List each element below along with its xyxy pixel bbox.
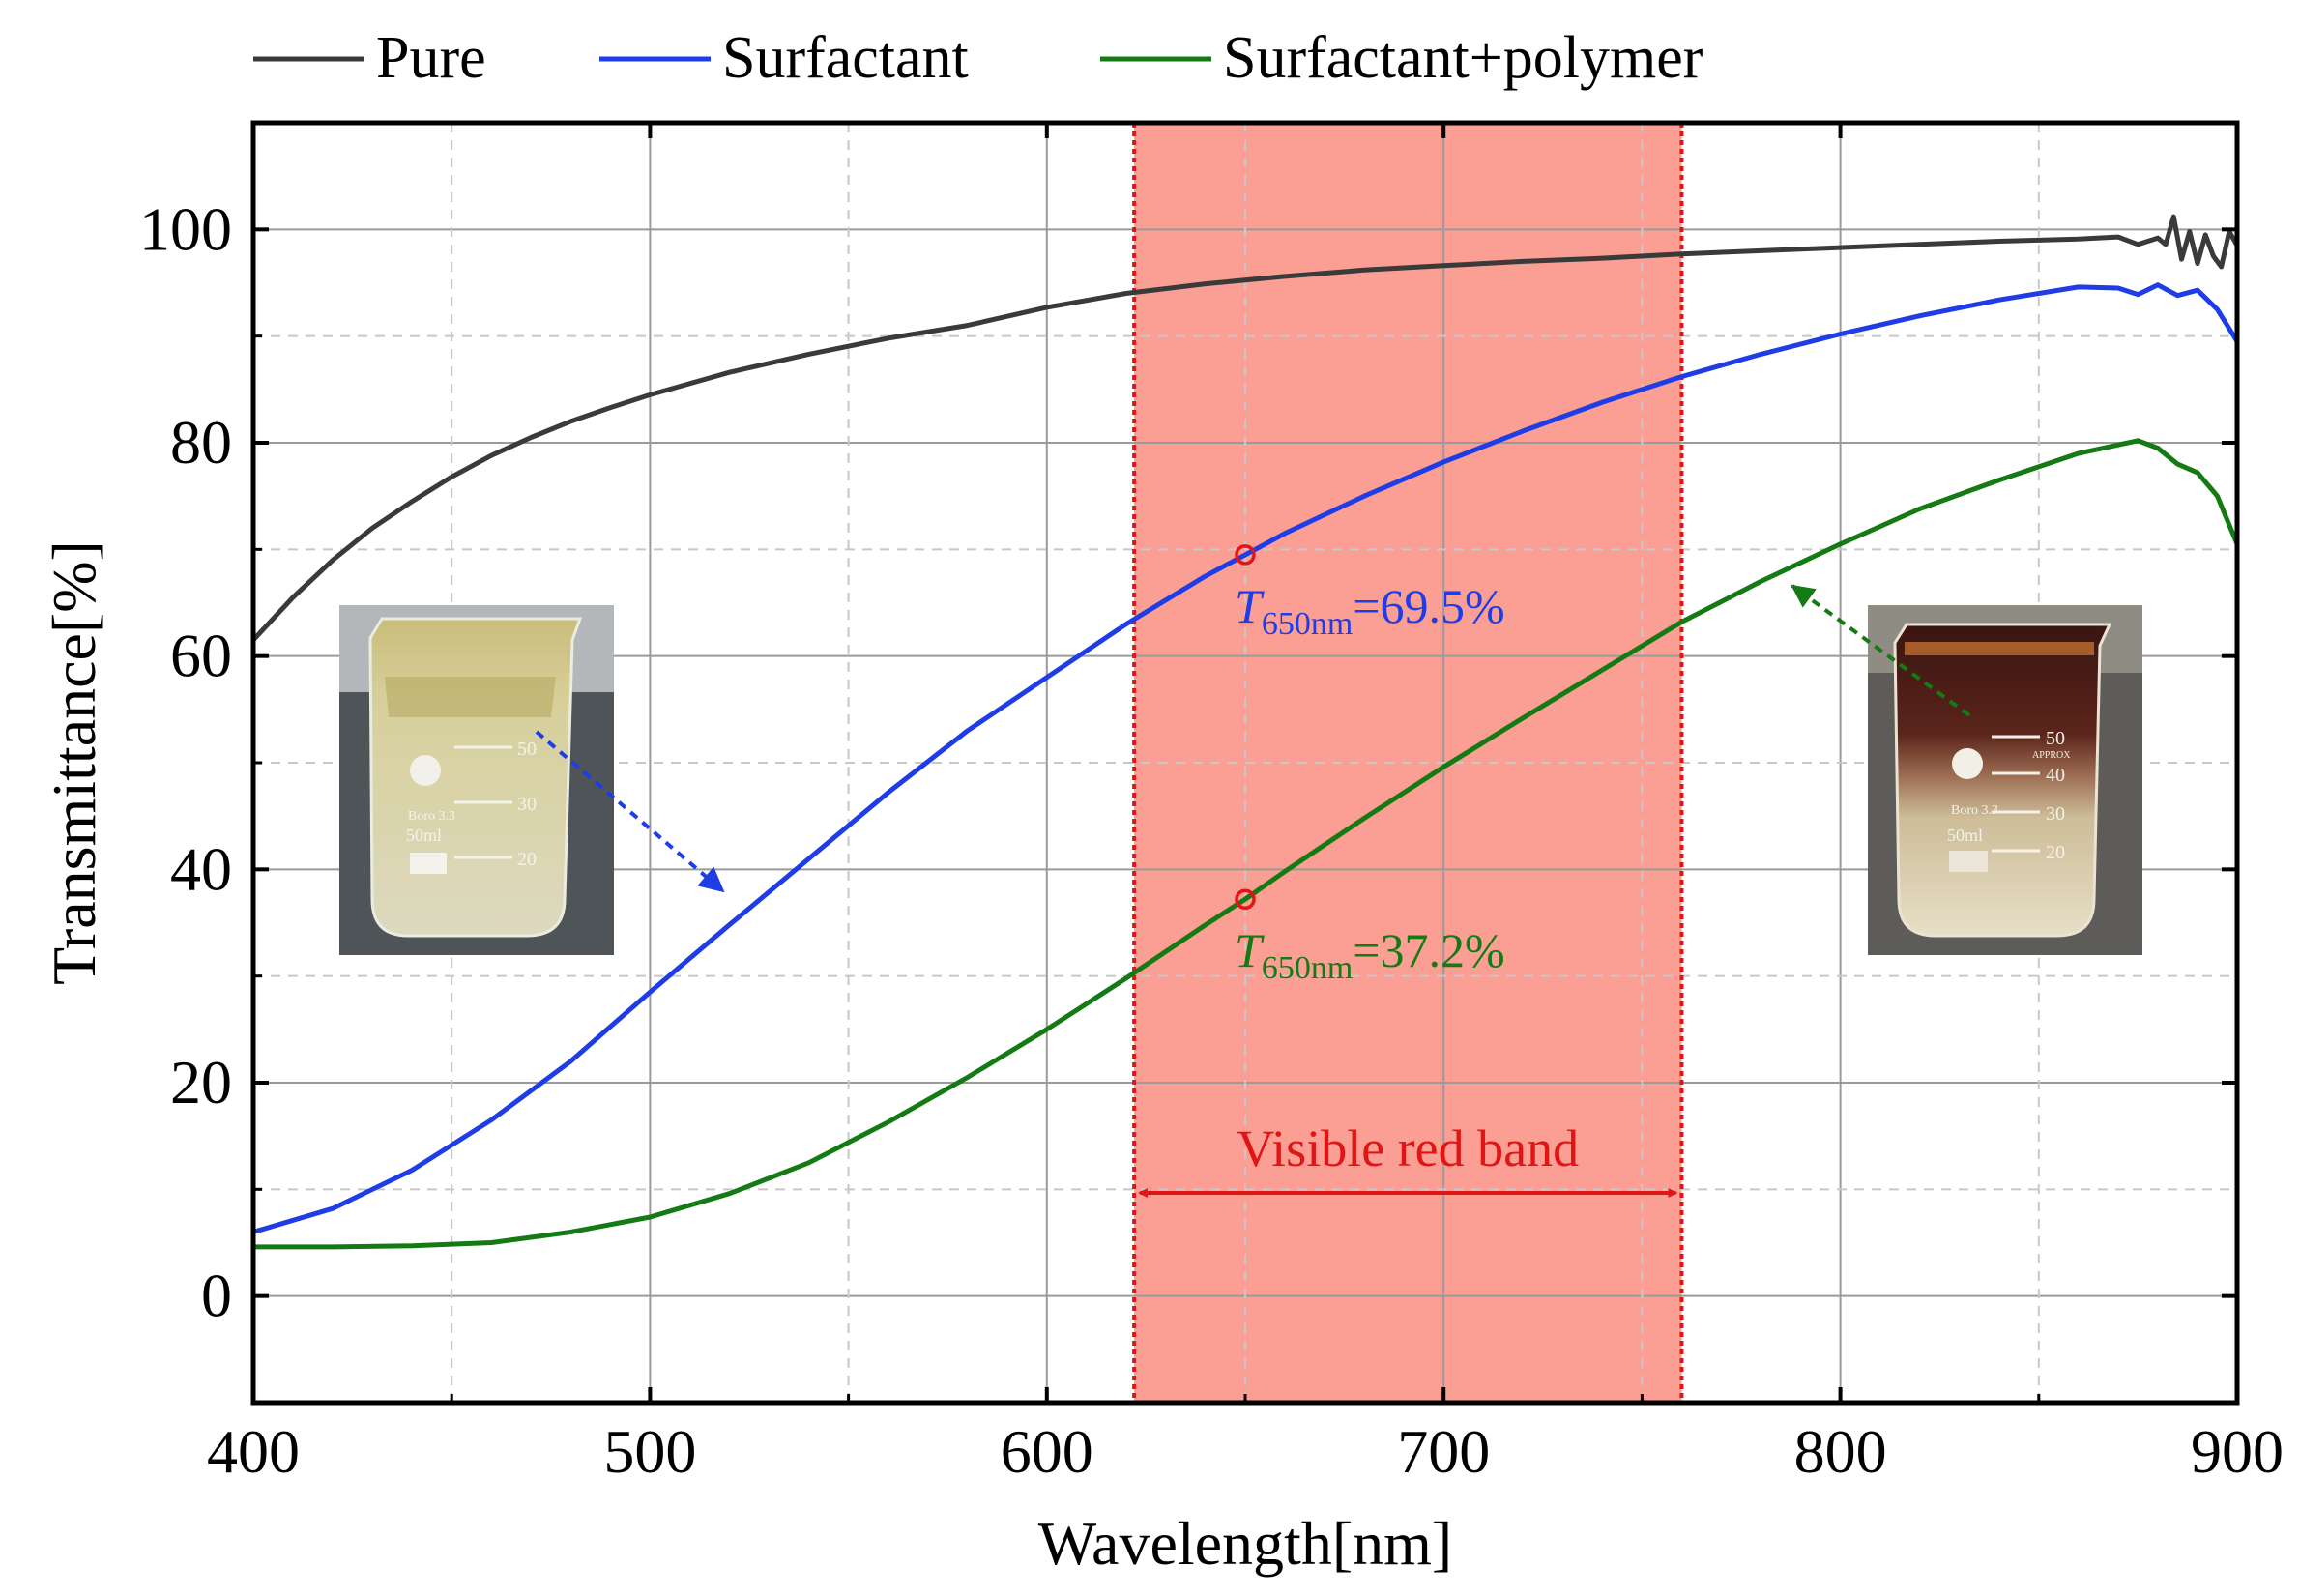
- value-marker-0: [1235, 544, 1256, 566]
- y-tick-label-40: 40: [170, 834, 232, 903]
- beaker1-brand-label: Boro 3.3: [408, 809, 455, 824]
- value-marker-1: [1235, 888, 1256, 910]
- beaker2-brand-label: Boro 3.3: [1951, 803, 1998, 818]
- beaker-photo-polymer: 50 APPROX 40 30 20 Boro 3.3 50ml: [1868, 605, 2142, 955]
- x-tick-label-600: 600: [1001, 1417, 1093, 1486]
- y-tick-label-60: 60: [170, 622, 232, 690]
- beaker2-approx-label: APPROX: [2032, 750, 2071, 761]
- x-tick-label-700: 700: [1397, 1417, 1490, 1486]
- beaker-photo-surfactant: 50 30 20 Boro 3.3 50ml: [339, 605, 614, 955]
- x-tick-label-400: 400: [207, 1417, 300, 1486]
- legend-label-0: Pure: [376, 25, 486, 91]
- x-tick-label-800: 800: [1794, 1417, 1887, 1486]
- beaker1-grad-30: 30: [517, 794, 537, 815]
- surfactant-photo-arrow: [535, 730, 725, 893]
- polymer-photo-arrow: [1791, 584, 1971, 717]
- band-label: Visible red band: [1237, 1119, 1579, 1177]
- x-tick-label-900: 900: [2191, 1417, 2284, 1486]
- y-tick-label-20: 20: [170, 1048, 232, 1117]
- y-tick-label-0: 0: [201, 1262, 232, 1330]
- legend: Pure Surfactant Surfactant+polymer: [253, 25, 1703, 91]
- beaker2-grad-20: 20: [2046, 842, 2065, 863]
- beaker2-grad-30: 30: [2046, 803, 2065, 825]
- y-axis-label: Transmittance[%]: [40, 540, 108, 985]
- x-axis-label: Wavelength[nm]: [1038, 1509, 1452, 1578]
- series-surfactant: [252, 282, 2240, 1234]
- series-surfactant-polymer: [253, 438, 2240, 1250]
- beaker1-volume-label: 50ml: [406, 826, 442, 845]
- x-tick-label-500: 500: [603, 1417, 696, 1486]
- beaker2-volume-label: 50ml: [1947, 826, 1983, 845]
- tick-layer: 400 500 600 700 800 900 0 20 40 60 80 100: [139, 121, 2284, 1486]
- y-tick-label-80: 80: [170, 408, 232, 477]
- legend-label-1: Surfactant: [722, 25, 969, 91]
- series-pure: [251, 214, 2240, 642]
- value-annotation-1: T650nm=37.2%: [1235, 923, 1505, 986]
- beaker2-grad-50: 50: [2046, 728, 2065, 749]
- y-tick-label-100: 100: [139, 194, 232, 263]
- annotation-layer: T650nm=69.5% T650nm=37.2%: [1235, 544, 1505, 986]
- beaker1-grad-20: 20: [517, 849, 537, 870]
- legend-label-2: Surfactant+polymer: [1223, 25, 1703, 91]
- beaker-logo-icon-2: [1952, 748, 1983, 779]
- value-annotation-0: T650nm=69.5%: [1235, 579, 1505, 642]
- beaker1-grad-50: 50: [517, 739, 537, 760]
- beaker2-grad-40: 40: [2046, 765, 2065, 786]
- beaker-logo-icon: [410, 755, 441, 786]
- series-layer: [251, 214, 2240, 1250]
